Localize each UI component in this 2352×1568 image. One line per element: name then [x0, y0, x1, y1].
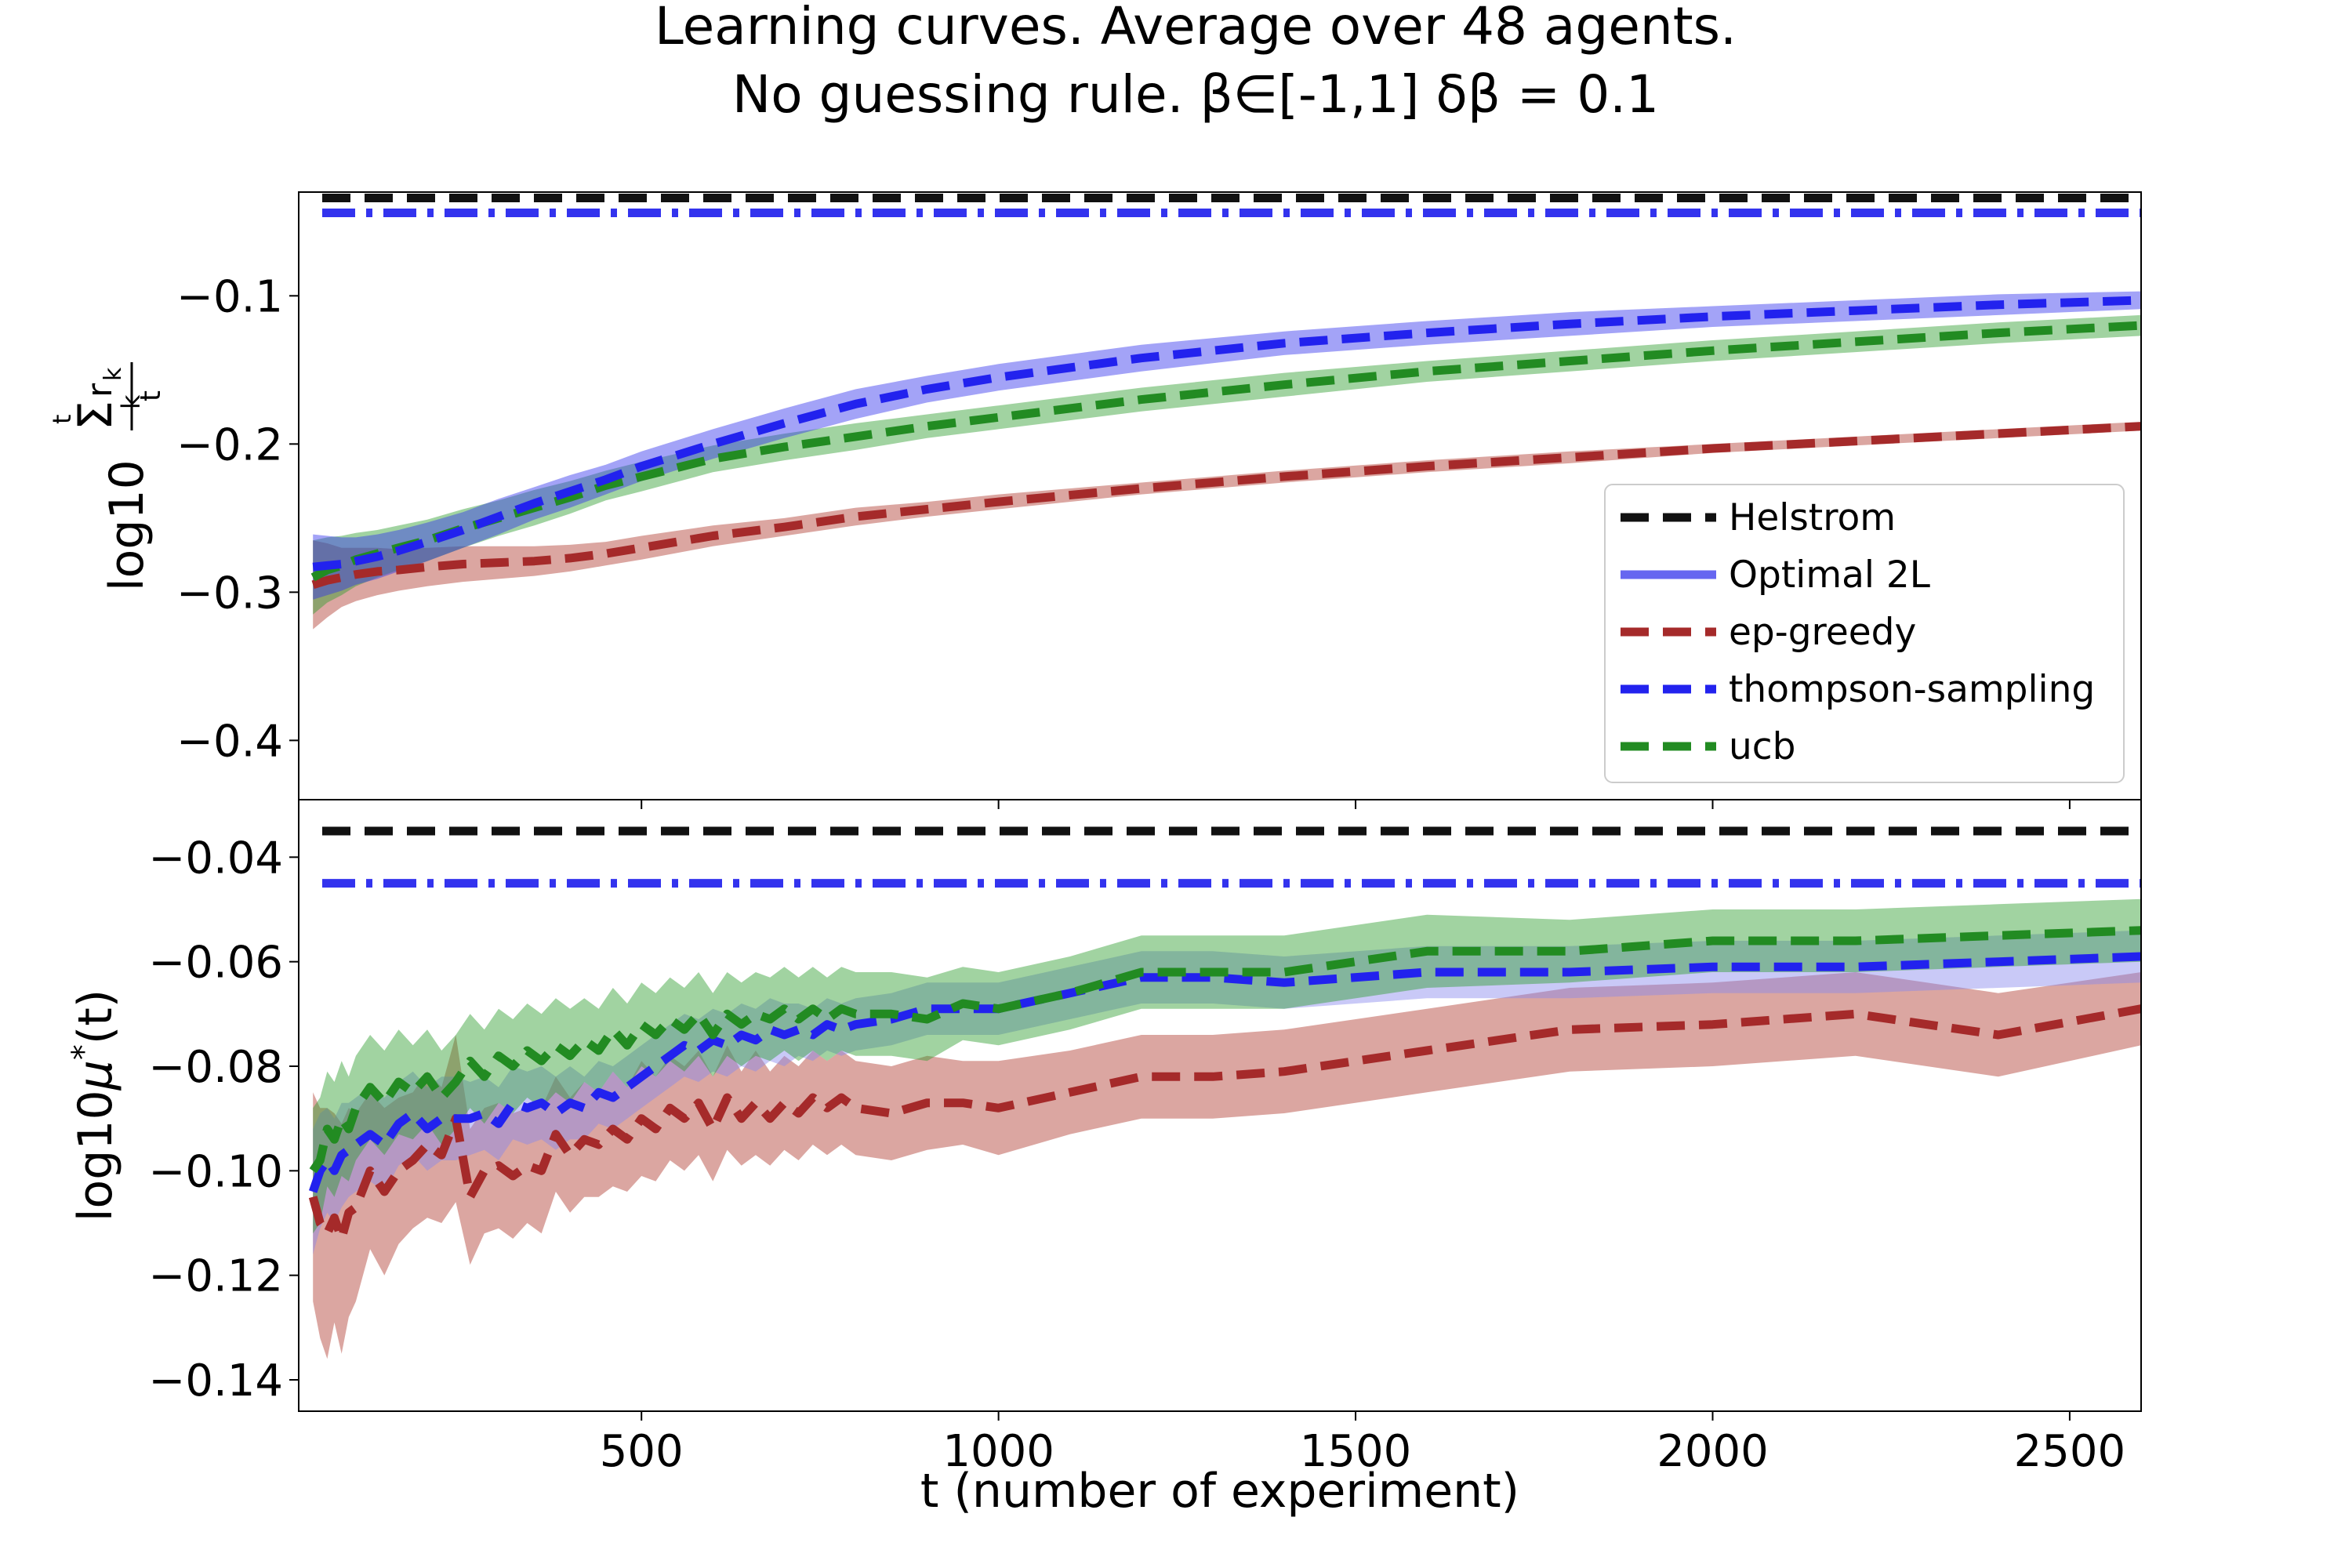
top-ytick-label: −0.4	[176, 716, 283, 767]
xtick-label: 500	[600, 1426, 684, 1477]
legend-frame	[1604, 484, 2125, 783]
bottom-band-thompson-sampling	[313, 930, 2141, 1254]
bottom-plot-area	[308, 826, 2141, 1359]
bottom-y-ticks: −0.04 −0.06 −0.08 −0.10 −0.12 −0.14	[148, 833, 299, 1406]
bottom-x-ticks: 500 1000 1500 2000 2500	[600, 1411, 2125, 1477]
bottom-ylabel-star: *	[66, 1044, 102, 1060]
bottom-panel-frame	[298, 799, 2142, 1412]
legend-label-Helstrom: Helstrom	[1729, 496, 1896, 539]
bottom-ytick-label: −0.08	[148, 1042, 283, 1093]
top-ylabel-r: r	[80, 383, 120, 397]
legend: Helstrom Optimal 2L ep-greedy thompson-samp…	[1604, 484, 2125, 783]
top-ylabel-rk: k	[100, 367, 127, 381]
legend-label-ep-greedy: ep-greedy	[1729, 611, 1916, 654]
top-y-ticks: −0.1 −0.2 −0.3 −0.4	[176, 271, 299, 767]
top-line-thompson-sampling	[312, 296, 2141, 572]
bottom-panel: −0.04 −0.06 −0.08 −0.10 −0.12 −0.14 500 1000 15…	[66, 799, 2142, 1477]
legend-label-Optimal 2L: Optimal 2L	[1729, 554, 1930, 597]
top-x-ticks	[641, 800, 2071, 809]
bottom-ylabel-mu: μ	[68, 1060, 123, 1091]
bottom-ytick-label: −0.06	[148, 938, 283, 989]
bottom-ylabel-log10: log10	[68, 1090, 123, 1221]
top-clipped-marks	[310, 194, 2141, 630]
legend-label-ucb: ucb	[1729, 725, 1795, 768]
title-line-2: No guessing rule. β∈[-1,1] δβ = 0.1	[732, 64, 1659, 125]
top-plot-area	[310, 194, 2141, 630]
xtick-label: 2000	[1657, 1426, 1769, 1477]
bottom-band-ucb	[313, 898, 2141, 1234]
xtick-label: 2500	[2014, 1426, 2126, 1477]
bottom-line-ucb	[309, 926, 2141, 1174]
top-ylabel-log10: log10	[100, 459, 154, 591]
bottom-ytick-label: −0.04	[148, 833, 283, 884]
bottom-ylabel-tail: (t)	[68, 989, 123, 1044]
top-line-ep-greedy	[311, 422, 2141, 590]
x-axis-label: t (number of experiment)	[920, 1464, 1519, 1519]
xtick-label: 1000	[942, 1426, 1054, 1477]
legend-label-thompson-sampling: thompson-sampling	[1729, 668, 2095, 711]
bottom-ytick-label: −0.14	[148, 1356, 283, 1406]
xtick-label: 1500	[1300, 1426, 1412, 1477]
top-ylabel-denominator: t	[135, 390, 167, 401]
top-ylabel-sigma: Σ	[68, 401, 123, 430]
bottom-band-ep-greedy	[313, 972, 2141, 1359]
bottom-clipped-marks	[308, 826, 2141, 1359]
bottom-ytick-label: −0.10	[148, 1146, 283, 1197]
top-ytick-label: −0.2	[176, 419, 283, 470]
title-line-1: Learning curves. Average over 48 agents.	[655, 0, 1737, 56]
top-ylabel-sigma-sup: t	[47, 414, 77, 424]
bottom-ylabel: log10μ*(t)	[66, 989, 123, 1221]
top-panel: −0.1 −0.2 −0.3 −0.4 log10 Σ t k r k t	[47, 191, 2142, 809]
bottom-y-axis-label: log10μ*(t)	[66, 989, 123, 1221]
bottom-ytick-label: −0.12	[148, 1251, 283, 1302]
top-ytick-label: −0.3	[176, 568, 283, 619]
top-ytick-label: −0.1	[176, 271, 283, 322]
top-y-axis-label: log10 Σ t k r k t	[47, 362, 167, 591]
